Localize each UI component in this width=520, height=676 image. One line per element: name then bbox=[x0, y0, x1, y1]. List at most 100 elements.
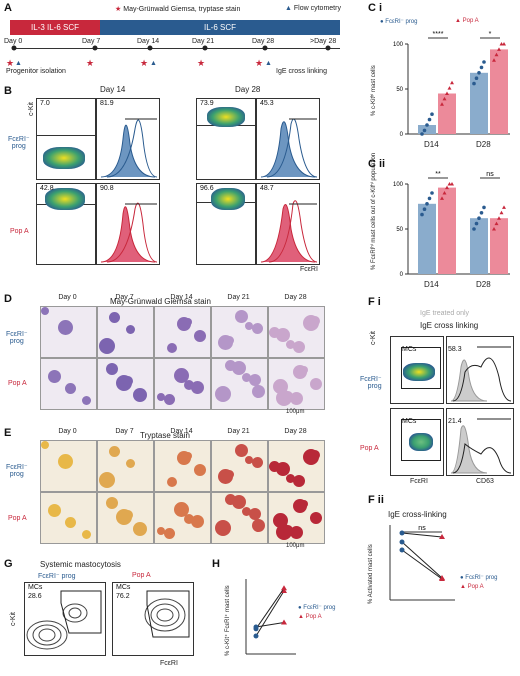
cell bbox=[174, 368, 189, 383]
sig-label: * bbox=[489, 31, 492, 38]
stain-image bbox=[268, 358, 325, 410]
data-point bbox=[430, 191, 434, 195]
panel-label-g: G bbox=[4, 558, 13, 570]
cell bbox=[191, 381, 204, 394]
cell bbox=[58, 454, 73, 469]
data-point bbox=[399, 539, 405, 545]
data-point bbox=[420, 212, 424, 217]
cell bbox=[164, 528, 175, 539]
pair-line bbox=[401, 532, 443, 538]
cell bbox=[41, 441, 49, 449]
fi-dot-popa bbox=[390, 408, 444, 476]
stain-image bbox=[268, 440, 325, 492]
y-tick-label: 100 bbox=[393, 42, 404, 48]
data-point bbox=[482, 205, 486, 210]
cell bbox=[276, 462, 290, 476]
day-header: Day 28 bbox=[284, 294, 307, 301]
data-point bbox=[281, 619, 287, 625]
cell bbox=[276, 328, 290, 342]
cell bbox=[174, 502, 189, 517]
day14: Day 14 bbox=[137, 38, 160, 45]
cell bbox=[310, 450, 320, 460]
day-header: Day 28 bbox=[284, 428, 307, 435]
fi-hist-prog bbox=[446, 336, 514, 404]
d-scale: 100μm bbox=[286, 409, 305, 415]
cell bbox=[164, 394, 175, 405]
cell bbox=[286, 474, 295, 483]
cell bbox=[133, 388, 147, 402]
panel-label-d: D bbox=[4, 293, 12, 305]
data-point bbox=[499, 210, 504, 215]
data-point bbox=[445, 185, 449, 190]
pair-line bbox=[401, 541, 443, 579]
b-val-5: 42.8 bbox=[40, 185, 54, 192]
g-ckit: c-Kit bbox=[10, 612, 17, 626]
cell bbox=[126, 459, 135, 468]
cell bbox=[300, 366, 308, 374]
g-title: Systemic mastocytosis bbox=[40, 560, 121, 569]
g-fceri: FcεRI bbox=[160, 660, 178, 667]
day21: Day 21 bbox=[192, 38, 215, 45]
stain-image bbox=[268, 492, 325, 544]
sig-label: ns bbox=[418, 525, 426, 532]
stain-image bbox=[97, 358, 154, 410]
day-header: Day 7 bbox=[115, 294, 134, 301]
cell bbox=[157, 527, 165, 535]
fi-row1: FcεRI⁻ prog bbox=[360, 376, 382, 390]
cell bbox=[225, 470, 234, 479]
data-point bbox=[445, 91, 449, 95]
data-point bbox=[281, 585, 287, 591]
legend-flow: ▲ Flow cytometry bbox=[285, 5, 341, 12]
panel-label-h: H bbox=[212, 558, 220, 570]
sig-label: ns bbox=[486, 171, 494, 178]
ci-legend-prog: ● FcεRI⁻ prog bbox=[380, 19, 418, 25]
h-legend-2: ▲ Pop A bbox=[298, 614, 322, 620]
panel-label-b: B bbox=[4, 85, 12, 97]
day-header: Day 21 bbox=[227, 294, 250, 301]
data-point bbox=[439, 534, 445, 539]
bar-prog bbox=[470, 72, 488, 134]
cell bbox=[242, 507, 251, 516]
chart-cii: 0 50 100 ** ns bbox=[393, 171, 510, 278]
stain-image bbox=[211, 358, 268, 410]
fi-row2: Pop A bbox=[360, 445, 379, 452]
svg-text:★: ★ bbox=[6, 58, 14, 68]
bar-popa bbox=[490, 218, 508, 274]
cell bbox=[123, 510, 133, 520]
chart-h bbox=[245, 579, 296, 655]
cell bbox=[157, 393, 165, 401]
g-val-1: 28.6 bbox=[28, 593, 42, 600]
timeline-axis bbox=[12, 48, 340, 49]
day28: Day 28 bbox=[252, 38, 275, 45]
day28plus: >Day 28 bbox=[310, 38, 337, 45]
cell bbox=[293, 475, 305, 487]
bar-popa bbox=[438, 187, 456, 274]
b-val-8: 48.7 bbox=[260, 185, 274, 192]
data-point bbox=[472, 227, 476, 231]
stain-image bbox=[154, 492, 211, 544]
stain-image bbox=[154, 358, 211, 410]
fi-mcs-2: MCs bbox=[402, 418, 417, 425]
cell bbox=[252, 323, 263, 334]
e-row1: FcεRI⁻ prog bbox=[6, 464, 28, 478]
pair-line bbox=[401, 549, 443, 580]
stain-image bbox=[97, 306, 154, 358]
data-point bbox=[422, 128, 427, 133]
cii-cat-2: D28 bbox=[476, 280, 491, 289]
data-point bbox=[442, 96, 447, 101]
cell bbox=[242, 373, 251, 382]
legend-mgg: ★ May-Grünwald Giemsa, tryptase stain bbox=[115, 5, 240, 13]
cell bbox=[310, 512, 322, 524]
cell bbox=[65, 383, 76, 394]
data-point bbox=[399, 547, 405, 553]
legend-mgg-label: May-Grünwald Giemsa, tryptase stain bbox=[123, 6, 241, 13]
cell bbox=[48, 504, 61, 517]
day7: Day 7 bbox=[82, 38, 101, 45]
data-point bbox=[427, 196, 432, 201]
data-point bbox=[477, 71, 481, 75]
cell bbox=[269, 327, 280, 338]
cell bbox=[232, 495, 246, 509]
data-point bbox=[253, 624, 259, 630]
cell bbox=[310, 378, 322, 390]
data-point bbox=[425, 123, 429, 127]
